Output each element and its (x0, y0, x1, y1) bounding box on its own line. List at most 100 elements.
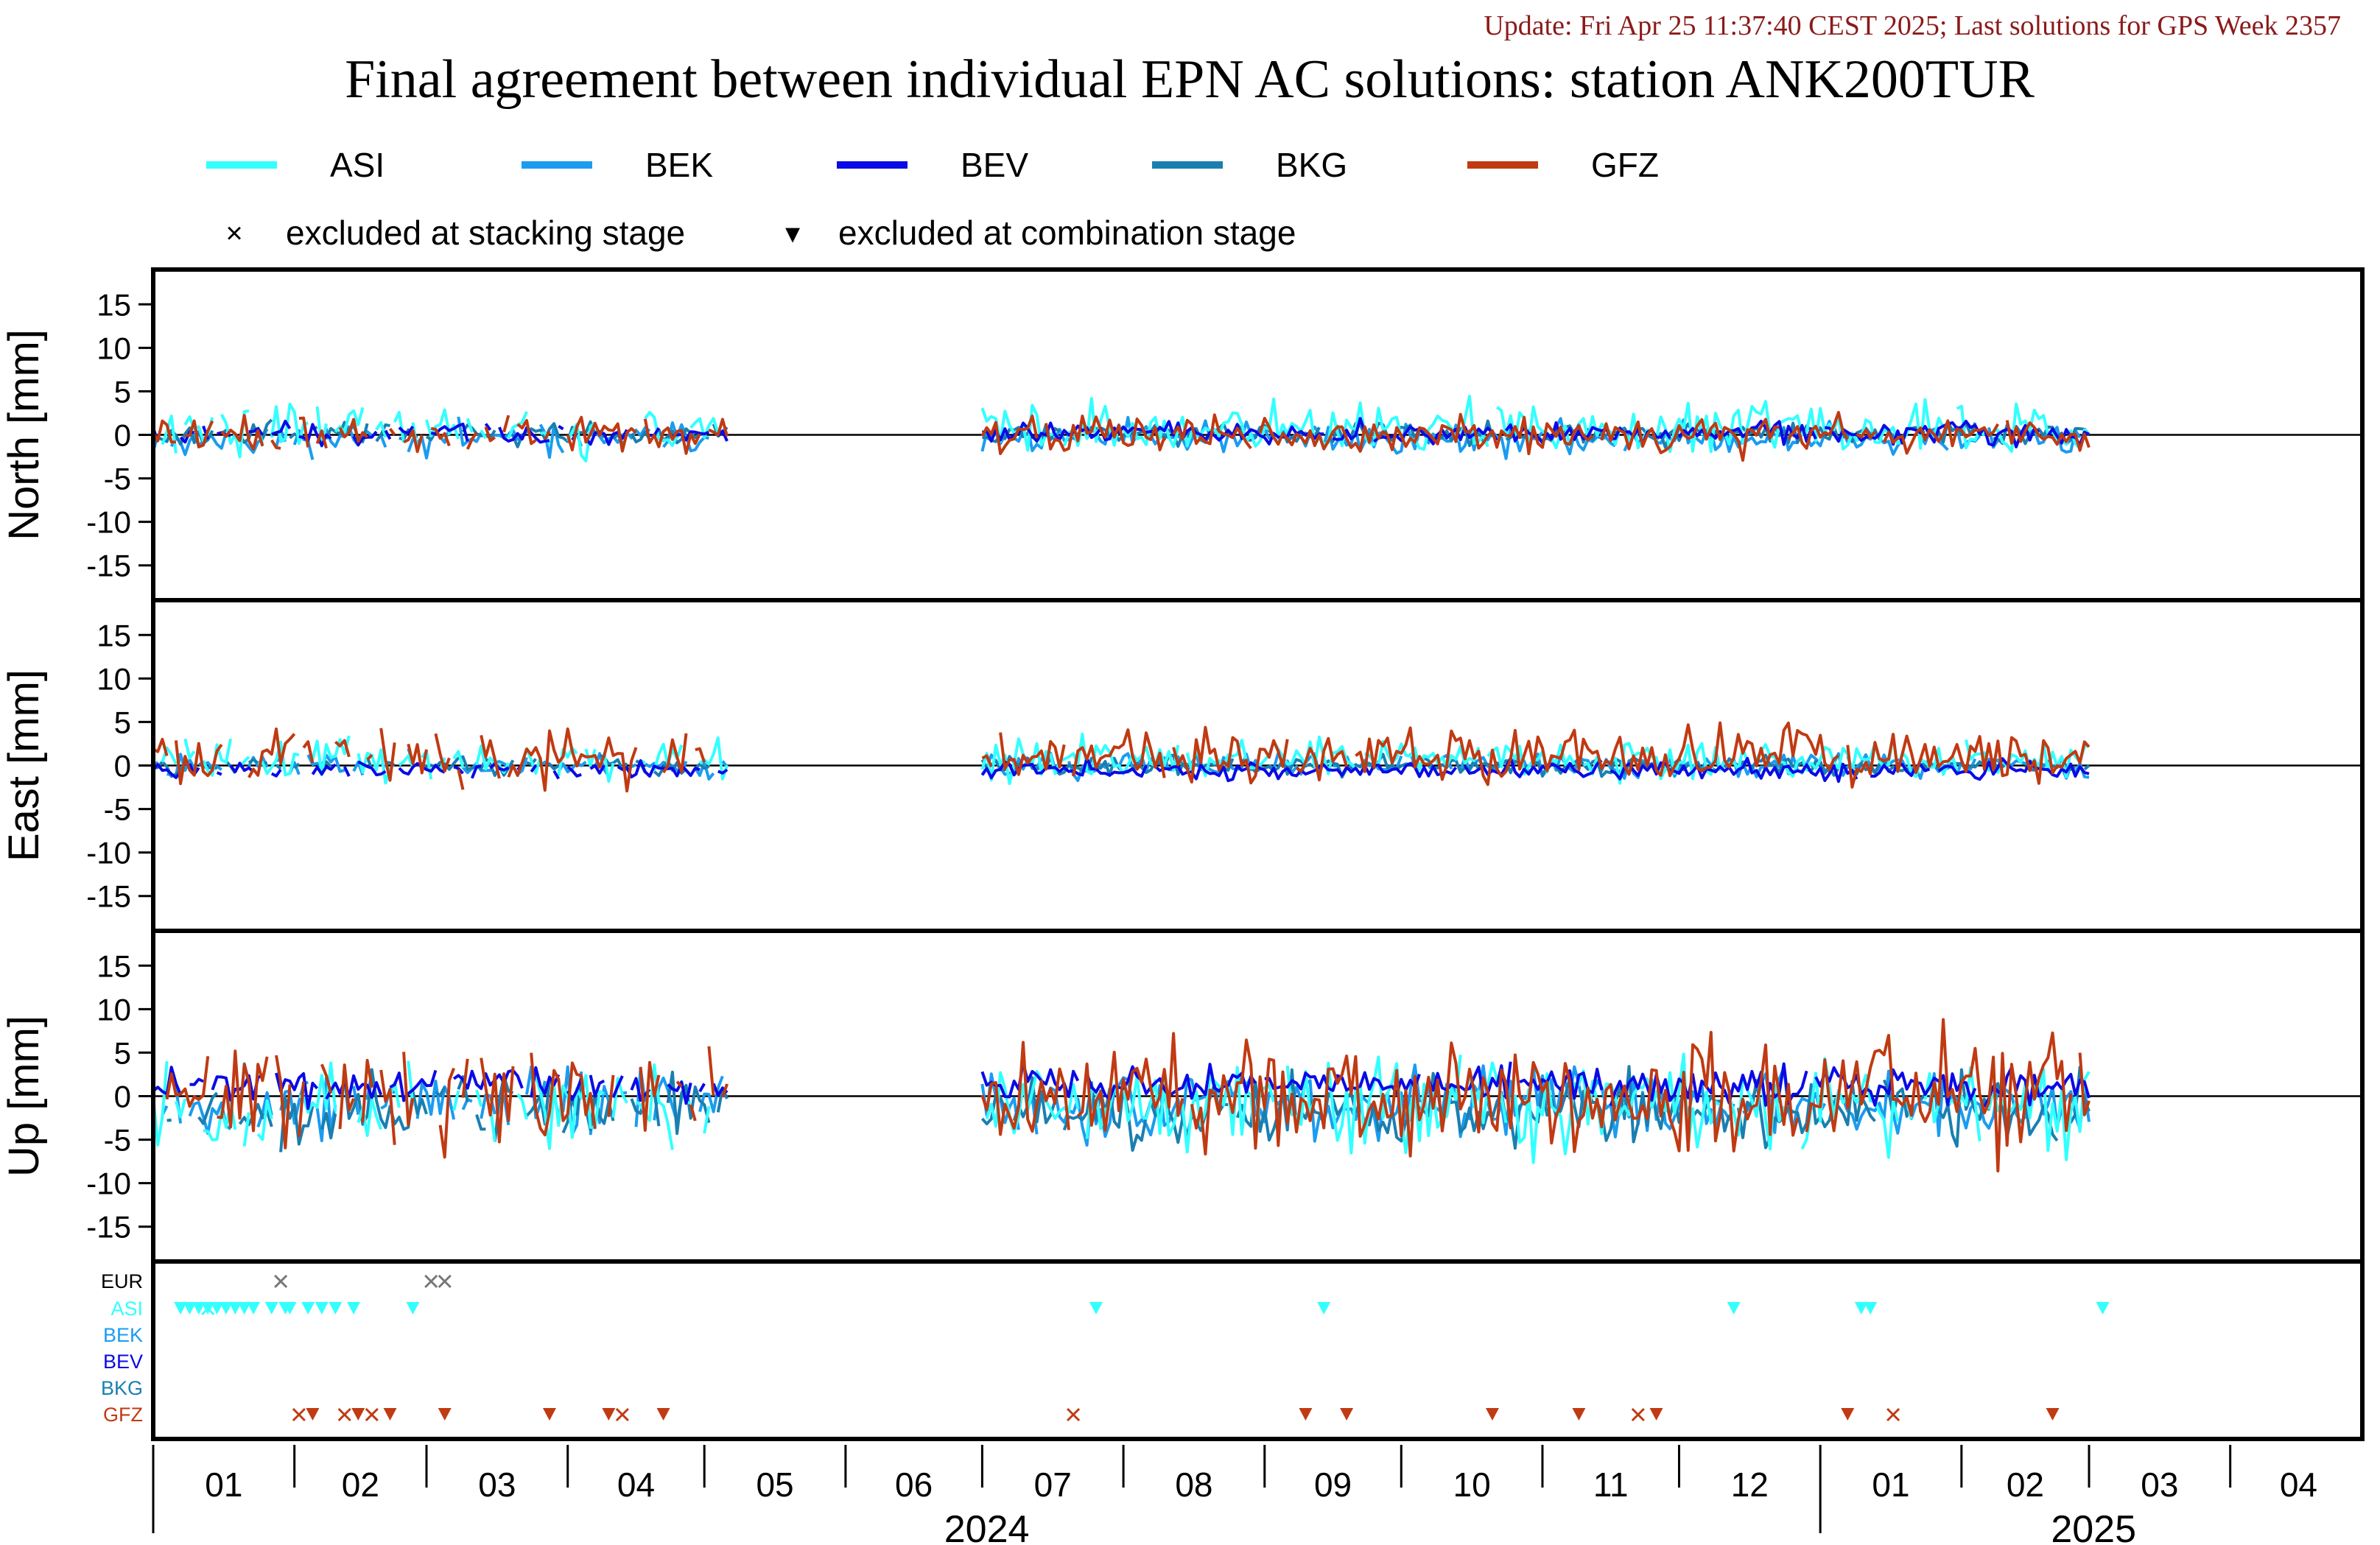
stack-exclusion-marker (365, 1407, 379, 1422)
series-line-gfz (980, 415, 1039, 455)
series-line-gfz (516, 419, 537, 446)
y-tick-label: 0 (114, 418, 131, 453)
legend-label-gfz: GFZ (1591, 146, 1659, 184)
panel-2: 15 10 5 0 -5 -10 -15 Up [mm] (0, 929, 2365, 1264)
exclusion-row-label-bek: BEK (103, 1324, 143, 1346)
series-line-asi (1755, 733, 1959, 778)
panel-1: 15 10 5 0 -5 -10 -15 East [mm] (0, 598, 2365, 933)
series-line-bev (717, 768, 729, 775)
comb-exclusion-marker (210, 1302, 224, 1315)
series-line-gfz (480, 1057, 515, 1144)
series-line-gfz (1172, 725, 1289, 785)
series-line-bkg (293, 762, 301, 770)
series-line-gfz (999, 732, 1066, 776)
y-tick-label: 10 (96, 661, 131, 696)
series-line-bev (611, 1075, 624, 1099)
series-line-bek (557, 761, 587, 774)
series-line-asi (466, 418, 474, 433)
series-line-gfz (708, 418, 729, 437)
series-line-gfz (981, 754, 993, 767)
comb-exclusion-marker (351, 1408, 365, 1421)
exclusion-frame (151, 1259, 2365, 1441)
series-line-bkg (320, 1111, 337, 1140)
series-line-bkg (166, 1119, 172, 1122)
series-line-asi (202, 738, 233, 777)
comb-exclusion-marker (383, 1408, 397, 1421)
series-line-asi (407, 1060, 415, 1105)
series-line-gfz (1295, 736, 1349, 781)
series-line-bek (379, 434, 387, 448)
series-line-gfz (338, 1063, 355, 1130)
stack-exclusion-marker (337, 1407, 351, 1422)
comb-exclusion-marker (406, 1302, 420, 1315)
series-line-bkg (279, 1097, 315, 1152)
series-line-bek (490, 429, 523, 441)
series-line-bev (498, 426, 550, 444)
series-line-bek (698, 1075, 724, 1113)
series-line-gfz (320, 1063, 333, 1094)
series-line-bkg (475, 1114, 486, 1131)
series-line-bev (672, 430, 710, 442)
series-line-bev (617, 759, 701, 778)
y-tick-label: 15 (96, 949, 131, 983)
y-tick-label: -15 (86, 1210, 131, 1245)
x-month-label: 03 (2141, 1465, 2178, 1504)
series-line-asi (452, 750, 465, 769)
y-tick-label: 5 (114, 374, 131, 409)
series-line-bev (352, 430, 378, 447)
series-line-bev (357, 760, 387, 777)
series-line-gfz (675, 1080, 683, 1088)
series-line-asi (393, 411, 406, 443)
series-line-gfz (402, 1052, 415, 1127)
series-line-gfz (461, 1058, 469, 1098)
series-line-gfz (1882, 419, 2000, 455)
series-line-gfz (1600, 418, 1780, 462)
series-line-gfz (366, 753, 373, 761)
series-line-asi (475, 1089, 483, 1107)
series-line-bev (229, 761, 255, 773)
series-line-gfz (484, 426, 496, 443)
series-line-gfz (153, 419, 176, 444)
series-line-gfz (980, 1041, 1070, 1136)
series-line-gfz (297, 1081, 306, 1138)
comb-exclusion-marker (306, 1408, 320, 1421)
series-line-bkg (1691, 1095, 1731, 1133)
comb-exclusion-marker (1649, 1408, 1663, 1421)
series-line-gfz (361, 1058, 373, 1123)
series-line-gfz (695, 747, 706, 763)
series-line-bev (589, 1074, 605, 1098)
series-line-gfz (302, 740, 315, 764)
y-tick-label: -15 (86, 879, 131, 914)
comb-exclusion-marker (247, 1302, 261, 1315)
series-line-gfz (639, 1060, 661, 1132)
comb-exclusion-marker (264, 1302, 278, 1315)
series-line-bev (470, 764, 482, 779)
series-line-bev (248, 426, 264, 436)
comb-exclusion-marker (283, 1302, 297, 1315)
x-month-label: 12 (1731, 1465, 1769, 1504)
series-line-asi (452, 1090, 460, 1111)
series-line-gfz (530, 1052, 597, 1137)
series-group (153, 395, 2091, 462)
series-line-gfz (1258, 412, 1594, 456)
series-line-bek (1281, 423, 1548, 460)
series-line-gfz (1172, 413, 1252, 450)
comb-exclusion-marker (315, 1302, 329, 1315)
y-tick-label: 5 (114, 705, 131, 739)
x-month-label: 06 (895, 1465, 933, 1504)
comb-exclusion-marker (1727, 1302, 1741, 1315)
series-line-bev (1154, 761, 1458, 783)
series-line-asi (480, 429, 488, 440)
series-line-bev (275, 1071, 319, 1111)
series-line-gfz (298, 416, 310, 448)
series-line-gfz (2005, 420, 2091, 452)
series-line-bkg (694, 762, 710, 770)
exclusion-panel: EUR ASI BEK BEV BKG GFZ (101, 1259, 2365, 1441)
x-year-label: 2024 (944, 1508, 1030, 1545)
series-line-bev (311, 763, 337, 776)
series-line-asi (153, 1061, 169, 1147)
series-line-gfz (466, 432, 478, 450)
series-line-bev (453, 765, 464, 775)
series-line-bev (1333, 417, 1366, 441)
series-line-asi (174, 1098, 187, 1119)
